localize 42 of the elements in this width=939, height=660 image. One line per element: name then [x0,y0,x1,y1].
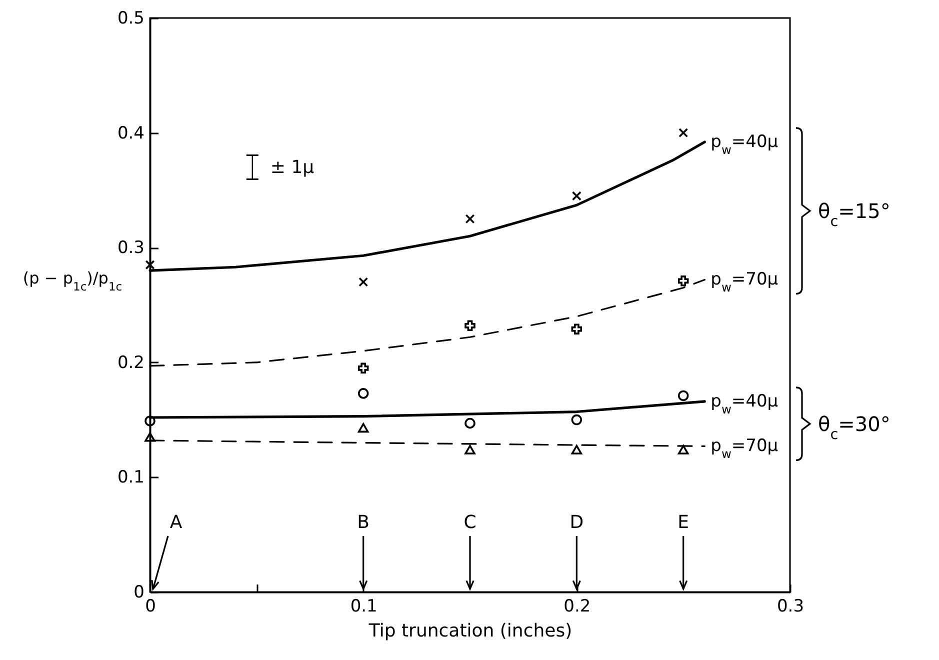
y-tick-label: 0.3 [117,238,144,258]
point [572,191,582,201]
x-tick-label: 0.3 [776,596,804,616]
point [145,260,155,270]
point [571,324,582,334]
point [358,388,369,399]
series-label: p$_{w}$=70μ [710,270,778,295]
text: θ$_{c}$=15° [818,198,890,230]
annotation: C [464,512,476,533]
x-tick-label: 0.2 [564,596,591,616]
annotation: ± 1μ [270,157,315,178]
point [465,214,475,224]
point [678,444,689,454]
point [571,414,582,426]
y-tick-label: 0.4 [117,123,144,144]
point [144,432,156,442]
series-label: p$_{w}$=40μ [710,132,778,157]
series-label: p$_{w}$=40μ [710,391,778,416]
point [358,277,368,287]
y-tick-label: 0.2 [117,352,144,373]
x-tick-label: 0.1 [350,596,378,616]
point [358,362,369,374]
x-axis-title: Tip truncation (inches) [368,620,572,642]
y-tick-label: 0 [134,582,144,602]
annotation: E [678,512,690,533]
point [358,423,369,433]
text: θ$_{c}$=30° [818,412,890,443]
point [464,444,476,454]
annotation: B [357,512,370,533]
point [144,416,156,426]
series-label: p$_{w}$=70μ [710,436,778,462]
y-tick-label: 0.1 [117,468,144,488]
annotation: D [570,512,584,533]
y-axis-title: (p − p$_{1c}$)/p$_{1c}$ [22,268,122,294]
point [571,444,582,454]
point [678,276,689,286]
point [678,128,688,138]
point [678,390,689,402]
point [464,320,476,332]
point [464,418,476,429]
y-tick-label: 0.5 [117,8,144,28]
annotation: A [170,512,183,533]
